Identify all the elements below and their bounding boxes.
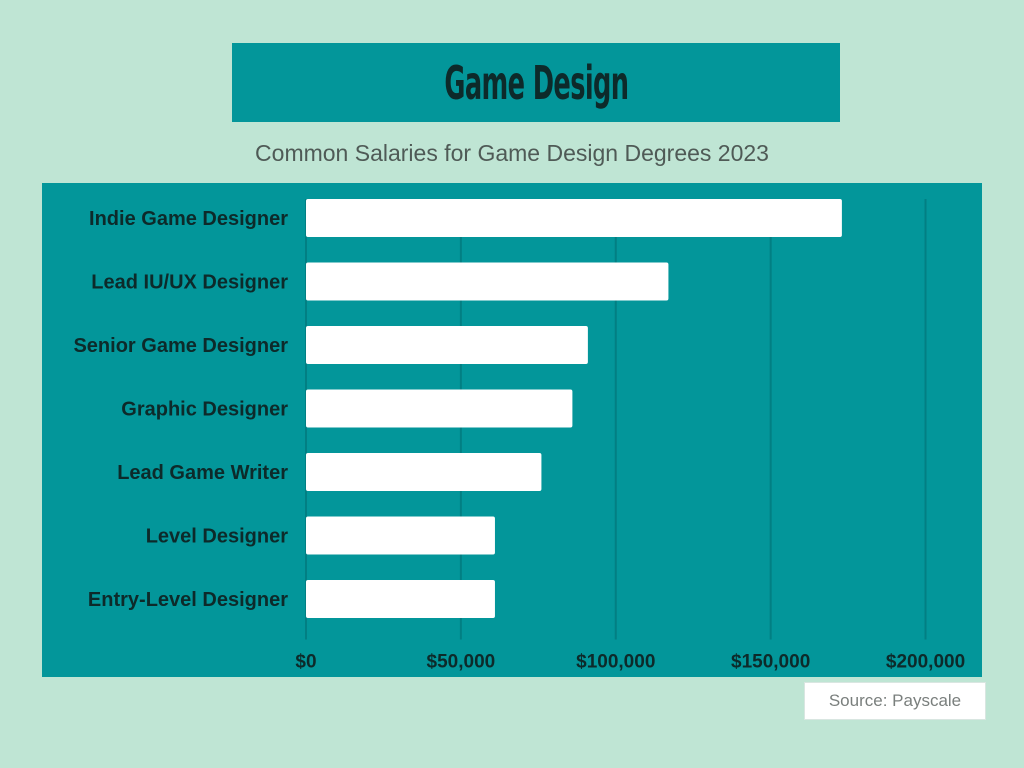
category-label: Level Designer: [146, 526, 289, 548]
category-label: Indie Game Designer: [89, 208, 288, 230]
x-tick-label: $0: [295, 652, 316, 673]
bar: [306, 389, 573, 428]
bar: [306, 516, 495, 555]
bar-chart: Indie Game Designer Lead IU/UX Designer Se…: [73, 199, 965, 673]
chart-subtitle: Common Salaries for Game Design Degrees …: [255, 140, 769, 166]
x-tick-label: $150,000: [731, 652, 810, 673]
x-tick-label: $200,000: [886, 652, 965, 673]
category-label: Senior Game Designer: [73, 335, 288, 357]
chart-title: Game Design: [443, 55, 629, 110]
category-label: Graphic Designer: [121, 399, 288, 421]
title-banner: Game Design: [232, 43, 840, 122]
source-box: Source: Payscale: [804, 682, 986, 720]
bar: [306, 199, 842, 237]
bar: [306, 326, 588, 364]
source-label: Source: Payscale: [828, 691, 962, 710]
category-label: Entry-Level Designer: [88, 589, 288, 611]
x-tick-label: $100,000: [576, 652, 655, 673]
category-label: Lead Game Writer: [117, 462, 288, 484]
bar: [306, 262, 669, 301]
bar: [306, 580, 495, 618]
chart-panel: Indie Game Designer Lead IU/UX Designer Se…: [42, 183, 982, 677]
bar: [306, 453, 542, 491]
x-tick-label: $50,000: [427, 652, 496, 673]
category-label: Lead IU/UX Designer: [91, 272, 288, 294]
